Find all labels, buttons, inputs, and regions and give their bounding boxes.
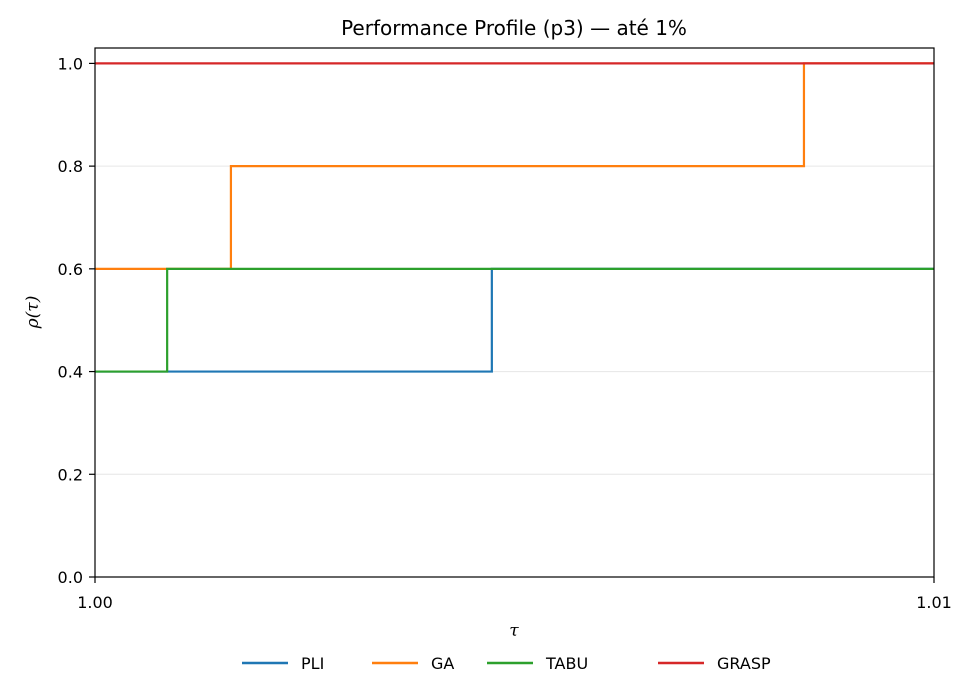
x-tick-label: 1.00 [77,593,113,612]
y-axis-label: ρ(τ) [23,296,43,330]
y-tick-label: 0.2 [58,465,83,484]
axis-ticks: 0.0 0.2 0.4 0.6 0.8 1.0 1.00 1.01 [58,54,952,612]
x-axis-label: τ [509,621,519,641]
grid-lines [95,62,934,578]
y-tick-label: 1.0 [58,54,83,73]
x-tick-label: 1.01 [916,593,952,612]
legend-label-grasp: GRASP [717,654,771,673]
legend-label-tabu: TABU [545,654,588,673]
y-tick-label: 0.8 [58,157,83,176]
y-tick-label: 0.0 [58,568,83,587]
y-tick-label: 0.4 [58,363,83,382]
plot-frame [94,47,935,578]
legend-label-pli: PLI [301,654,324,673]
y-tick-label: 0.6 [58,260,83,279]
series-line-pli [95,267,934,373]
series-line-tabu [95,267,934,373]
series-lines [95,62,934,373]
chart-title: Performance Profile (p3) — até 1% [341,16,687,40]
legend-label-ga: GA [431,654,454,673]
legend: PLI GA TABU GRASP [242,654,771,673]
